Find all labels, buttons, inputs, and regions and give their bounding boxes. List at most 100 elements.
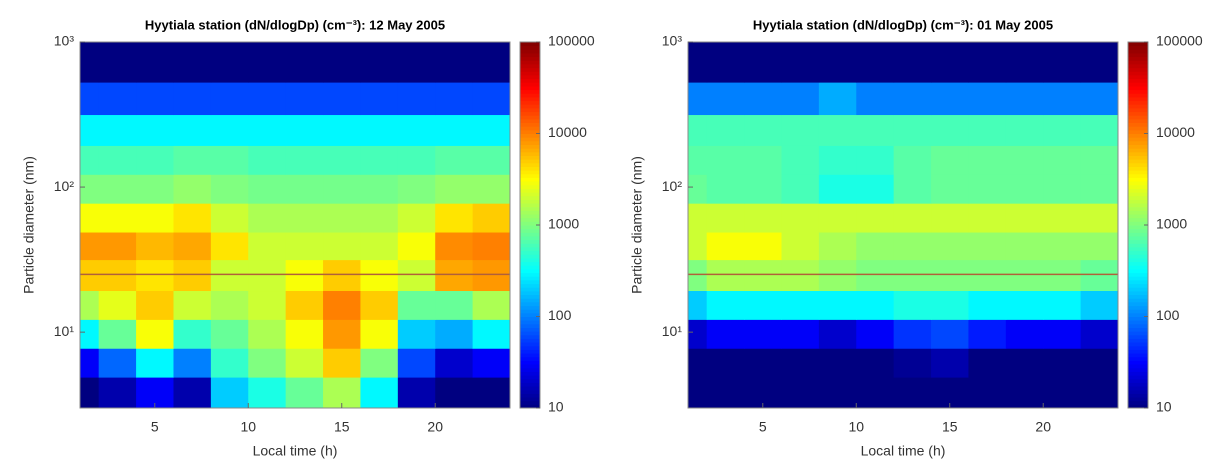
- heatmap-cell: [781, 145, 820, 175]
- heatmap-cell: [706, 259, 745, 292]
- colorbar-band: [520, 400, 540, 405]
- heatmap-cell: [136, 203, 174, 233]
- heatmap-cell: [1005, 114, 1044, 146]
- heatmap-cell: [472, 290, 511, 320]
- colorbar-band: [520, 104, 540, 109]
- colorbar-band: [1128, 272, 1148, 277]
- heatmap-cell: [285, 232, 324, 261]
- colorbar-band: [1128, 279, 1148, 285]
- heatmap-cell: [856, 319, 895, 349]
- heatmap-cell: [360, 377, 399, 409]
- heatmap-cell: [98, 319, 137, 349]
- colorbar-band: [520, 71, 540, 76]
- colorbar: [520, 42, 540, 409]
- colorbar-band: [1128, 184, 1148, 189]
- heatmap-cell: [818, 319, 857, 349]
- colorbar-band: [1128, 42, 1148, 47]
- colorbar-band: [1128, 100, 1148, 105]
- heatmap-cell: [173, 319, 212, 349]
- colorbar-band: [1128, 71, 1148, 76]
- heatmap-cell: [968, 42, 1007, 83]
- colorbar-band: [520, 170, 540, 175]
- heatmap-cell: [781, 319, 820, 349]
- heatmap-cell: [931, 82, 969, 116]
- colorbar-band: [1128, 56, 1148, 61]
- colorbar-band: [1128, 115, 1148, 120]
- colorbar-band: [1128, 239, 1148, 244]
- colorbar-band: [520, 254, 540, 259]
- heatmap-cell: [1080, 114, 1119, 146]
- heatmap-cell: [931, 319, 969, 349]
- heatmap-cell: [472, 232, 511, 261]
- heatmap-cell: [98, 174, 137, 204]
- heatmap-cell: [1005, 232, 1044, 261]
- heatmap-cell: [472, 174, 511, 204]
- heatmap-cell: [1043, 377, 1082, 409]
- heatmap-cell: [435, 377, 474, 409]
- heatmap-cell: [1005, 259, 1044, 292]
- heatmap-cell: [931, 174, 969, 204]
- colorbar-band: [520, 159, 540, 164]
- heatmap-cell: [688, 348, 708, 378]
- heatmap-cell: [248, 259, 287, 292]
- colorbar-band: [520, 52, 540, 58]
- colorbar-band: [520, 331, 540, 336]
- heatmap-cell: [1080, 319, 1119, 349]
- chart-title: Hyytiala station (dN/dlogDp) (cm⁻³): 12 …: [145, 17, 445, 32]
- colorbar-band: [1128, 225, 1148, 230]
- colorbar-band: [520, 268, 540, 274]
- colorbar-band: [1128, 250, 1148, 255]
- colorbar-band: [1128, 74, 1148, 80]
- colorbar-tick-label: 1000: [1156, 216, 1187, 232]
- x-tick-label: 10: [240, 419, 256, 435]
- heatmap-cell: [706, 348, 745, 378]
- colorbar-band: [520, 353, 540, 358]
- heatmap-cell: [1080, 145, 1119, 175]
- heatmap-cell: [856, 82, 895, 116]
- heatmap-cell: [856, 290, 895, 320]
- heatmap-cell: [744, 114, 782, 146]
- colorbar-band: [520, 129, 540, 134]
- heatmap-cell: [706, 114, 745, 146]
- heatmap-cell: [248, 174, 287, 204]
- heatmap-cell: [360, 42, 399, 83]
- colorbar-band: [1128, 210, 1148, 215]
- heatmap-cell: [435, 145, 474, 175]
- colorbar-band: [520, 364, 540, 369]
- heatmap-cell: [893, 145, 932, 175]
- heatmap-cell: [706, 42, 745, 83]
- colorbar-band: [520, 63, 540, 69]
- colorbar-band: [1128, 214, 1148, 219]
- heatmap-cell: [98, 203, 137, 233]
- colorbar-band: [1128, 126, 1148, 131]
- colorbar-band: [1128, 294, 1148, 299]
- colorbar-band: [520, 389, 540, 394]
- colorbar-band: [520, 283, 540, 288]
- heatmap-cell: [173, 174, 212, 204]
- heatmap-cell: [323, 319, 361, 349]
- colorbar-band: [1128, 104, 1148, 109]
- heatmap-cell: [210, 82, 249, 116]
- heatmap-cell: [360, 290, 399, 320]
- colorbar-band: [520, 316, 540, 321]
- heatmap-cell: [472, 42, 511, 83]
- plot-frame: [687, 41, 1119, 409]
- colorbar-band: [1128, 166, 1148, 171]
- colorbar-band: [520, 137, 540, 142]
- colorbar-band: [1128, 228, 1148, 233]
- heatmap-cell: [136, 290, 174, 320]
- colorbar-band: [1128, 312, 1148, 317]
- heatmap-cell: [706, 290, 745, 320]
- heatmap-cell: [1080, 232, 1119, 261]
- colorbar-band: [1128, 276, 1148, 281]
- heatmap-cell: [173, 348, 212, 378]
- heatmap-cell: [360, 259, 399, 292]
- colorbar-band: [1128, 309, 1148, 314]
- colorbar-band: [520, 166, 540, 171]
- heatmap-cell: [968, 290, 1007, 320]
- heatmap-cell: [210, 259, 249, 292]
- colorbar-band: [1128, 345, 1148, 350]
- colorbar-band: [520, 309, 540, 314]
- heatmap-cell: [744, 82, 782, 116]
- colorbar-band: [1128, 386, 1148, 391]
